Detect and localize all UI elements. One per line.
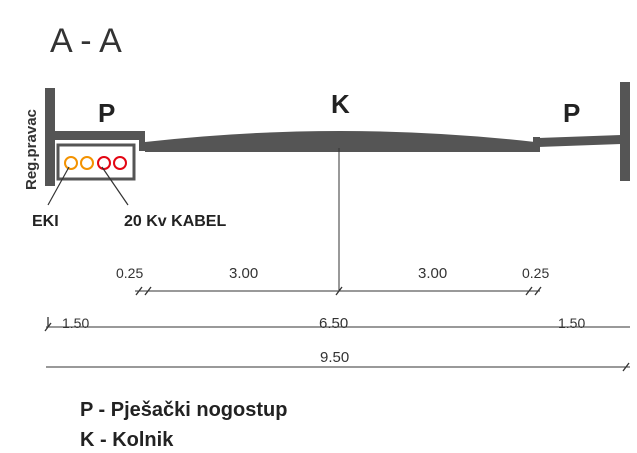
left-regulation-wall [45,88,55,186]
dimension-row1-a: 0.25 [116,265,143,281]
left-sidewalk-slab [55,131,143,140]
cable-duct-box [56,143,136,181]
dimension-row1-b: 3.00 [229,265,258,282]
legend-pedestrian: P - Pješački nogostup [80,399,287,421]
dimension-row2-a: 1.50 [62,315,89,331]
lane-label-right: P [563,98,580,128]
eki-cable-icon [64,156,78,170]
eki-leader-line [47,166,70,206]
dimension-row1-d: 0.25 [522,265,549,281]
dimension-row3-total: 9.50 [320,349,349,366]
right-sidewalk-slab [538,135,621,147]
lane-label-left: P [98,98,115,128]
kv-cable-label: 20 Kv KABEL [124,213,226,230]
lane-label-center: K [331,89,350,119]
kv-cable-icon [97,156,111,170]
right-curb [533,137,540,152]
dimension-ticks-row2 [44,317,52,332]
dimension-ticks-row3 [622,362,630,372]
dimension-row1-c: 3.00 [418,265,447,282]
section-title: A - A [50,22,122,60]
eki-cable-icon [80,156,94,170]
eki-cable-label: EKI [32,213,59,230]
dimension-row2-c: 1.50 [558,315,585,331]
dimension-ticks-row1 [135,286,542,296]
dimension-row2-b: 6.50 [319,315,348,332]
right-regulation-wall [620,82,630,181]
legend-roadway: K - Kolnik [80,429,174,451]
left-curb [139,131,145,151]
roadway-surface [145,131,535,152]
kv-leader-line [101,166,129,206]
regulation-line-label: Reg.pravac [23,109,40,190]
kv-cable-icon [113,156,127,170]
